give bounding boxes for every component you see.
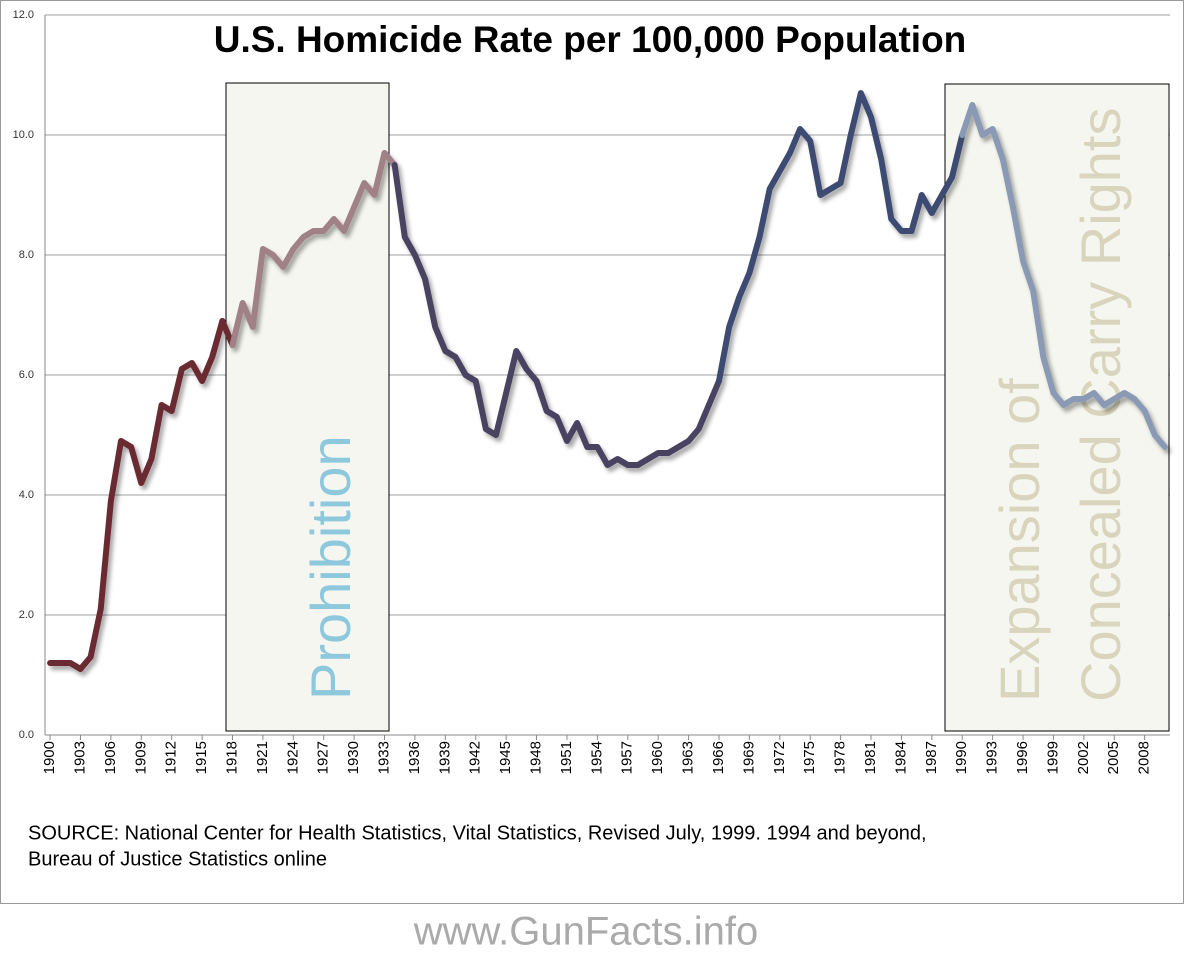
y-tick-label: 12.0 bbox=[13, 9, 34, 21]
x-tick-label: 1954 bbox=[588, 741, 605, 774]
x-tick-label: 1951 bbox=[558, 741, 575, 774]
x-tick-label: 1981 bbox=[862, 741, 879, 774]
source-note: SOURCE: National Center for Health Stati… bbox=[28, 822, 927, 844]
x-tick-label: 1963 bbox=[680, 741, 697, 774]
x-tick-label: 1918 bbox=[223, 741, 240, 774]
annotation: Prohibition bbox=[299, 435, 362, 700]
x-tick-label: 1906 bbox=[102, 741, 119, 774]
x-tick-label: 1921 bbox=[254, 741, 271, 774]
x-tick-label: 1948 bbox=[528, 741, 545, 774]
x-tick-label: 1933 bbox=[375, 741, 392, 774]
y-tick-label: 10.0 bbox=[13, 129, 34, 141]
x-tick-label: 2005 bbox=[1105, 741, 1122, 774]
x-tick-label: 1912 bbox=[163, 741, 180, 774]
series-line bbox=[959, 102, 1168, 450]
series-line bbox=[47, 318, 226, 672]
x-tick-label: 1915 bbox=[193, 741, 210, 774]
series-line bbox=[715, 90, 956, 384]
x-tick-label: 1936 bbox=[406, 741, 423, 774]
x-tick-label: 1984 bbox=[892, 741, 909, 774]
y-tick-label: 2.0 bbox=[19, 609, 34, 621]
series-connector bbox=[949, 132, 966, 180]
x-tick-label: 1930 bbox=[345, 741, 362, 774]
chart-title: U.S. Homicide Rate per 100,000 Populatio… bbox=[214, 19, 967, 60]
series-connector bbox=[705, 378, 722, 408]
x-tick-label: 1966 bbox=[710, 741, 727, 774]
x-tick-label: 2008 bbox=[1136, 741, 1153, 774]
x-tick-label: 1900 bbox=[41, 741, 58, 774]
y-tick-label: 6.0 bbox=[19, 369, 34, 381]
x-tick-label: 1999 bbox=[1044, 741, 1061, 774]
x-tick-label: 2002 bbox=[1075, 741, 1092, 774]
x-tick-label: 1993 bbox=[984, 741, 1001, 774]
x-tick-label: 1996 bbox=[1014, 741, 1031, 774]
x-tick-label: 1972 bbox=[771, 741, 788, 774]
series-line bbox=[229, 150, 388, 348]
x-tick-label: 1942 bbox=[467, 741, 484, 774]
x-tick-label: 1969 bbox=[740, 741, 757, 774]
y-tick-label: 8.0 bbox=[19, 249, 34, 261]
x-tick-label: 1924 bbox=[284, 741, 301, 774]
x-tick-label: 1978 bbox=[832, 741, 849, 774]
series-line bbox=[391, 162, 712, 468]
x-tick-label: 1990 bbox=[953, 741, 970, 774]
x-tick-label: 1957 bbox=[619, 741, 636, 774]
y-tick-label: 0.0 bbox=[19, 729, 34, 741]
x-tick-label: 1927 bbox=[315, 741, 332, 774]
x-tick-label: 1975 bbox=[801, 741, 818, 774]
annotation-box bbox=[944, 83, 1170, 732]
x-tick-label: 1987 bbox=[923, 741, 940, 774]
x-tick-label: 1960 bbox=[649, 741, 666, 774]
y-tick-label: 4.0 bbox=[19, 489, 34, 501]
source-note: Bureau of Justice Statistics online bbox=[28, 848, 327, 870]
x-tick-label: 1909 bbox=[132, 741, 149, 774]
footer: www.GunFacts.info bbox=[413, 910, 759, 954]
annotation: Expansion of bbox=[988, 378, 1051, 702]
x-tick-label: 1945 bbox=[497, 741, 514, 774]
x-tick-label: 1939 bbox=[436, 741, 453, 774]
x-tick-label: 1903 bbox=[71, 741, 88, 774]
